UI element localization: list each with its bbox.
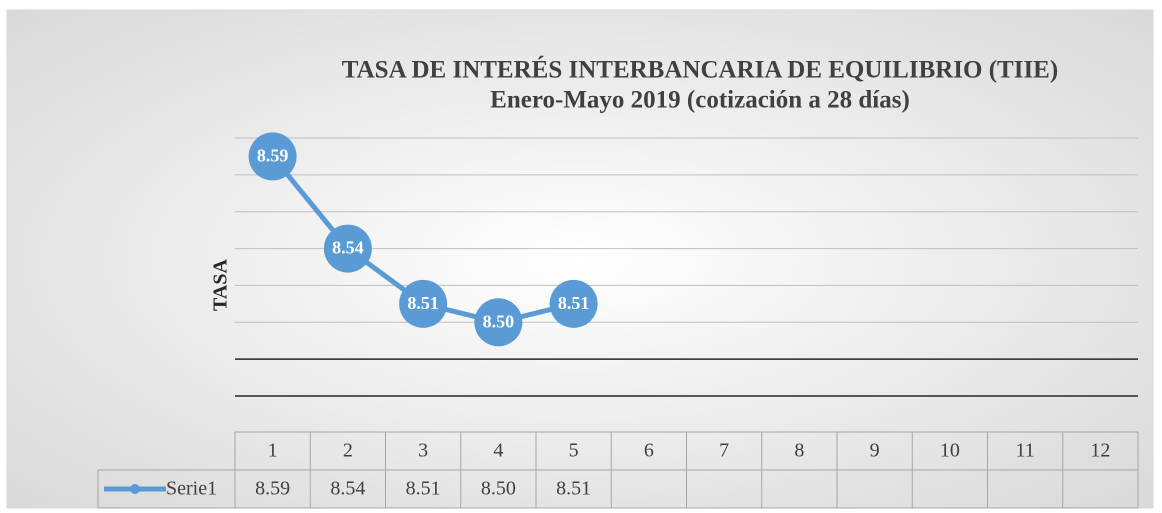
data-label: 8.51 xyxy=(407,293,439,313)
x-tick-label: 12 xyxy=(1090,440,1110,462)
chart-title: TASA DE INTERÉS INTERBANCARIA DE EQUILIB… xyxy=(342,56,1058,84)
table-value: 8.51 xyxy=(406,478,441,500)
marker xyxy=(248,132,297,181)
data-label: 8.50 xyxy=(483,311,515,331)
table-value: 8.59 xyxy=(255,478,290,500)
table-value: 8.50 xyxy=(481,478,516,500)
y-axis-label: TASA xyxy=(210,259,232,311)
legend-label: Serie1 xyxy=(166,478,217,500)
legend-marker xyxy=(130,484,140,494)
table-value: 8.54 xyxy=(330,478,365,500)
x-tick-label: 7 xyxy=(719,440,729,462)
marker xyxy=(323,224,372,273)
x-tick-label: 9 xyxy=(870,440,880,462)
chart-background xyxy=(6,9,1154,509)
x-tick-label: 5 xyxy=(569,440,579,462)
data-label: 8.59 xyxy=(257,146,289,166)
x-tick-label: 6 xyxy=(644,440,654,462)
marker xyxy=(399,279,448,328)
x-tick-label: 10 xyxy=(940,440,960,462)
table-value: 8.51 xyxy=(556,478,591,500)
marker xyxy=(549,279,598,328)
x-tick-label: 4 xyxy=(493,440,503,462)
marker xyxy=(474,298,523,347)
x-tick-label: 1 xyxy=(268,440,278,462)
data-label: 8.51 xyxy=(558,293,590,313)
chart-subtitle: Enero-Mayo 2019 (cotización a 28 días) xyxy=(490,87,910,114)
x-tick-label: 3 xyxy=(418,440,428,462)
x-tick-label: 8 xyxy=(794,440,804,462)
x-tick-label: 2 xyxy=(343,440,353,462)
x-tick-label: 11 xyxy=(1015,440,1034,462)
data-label: 8.54 xyxy=(332,238,364,258)
